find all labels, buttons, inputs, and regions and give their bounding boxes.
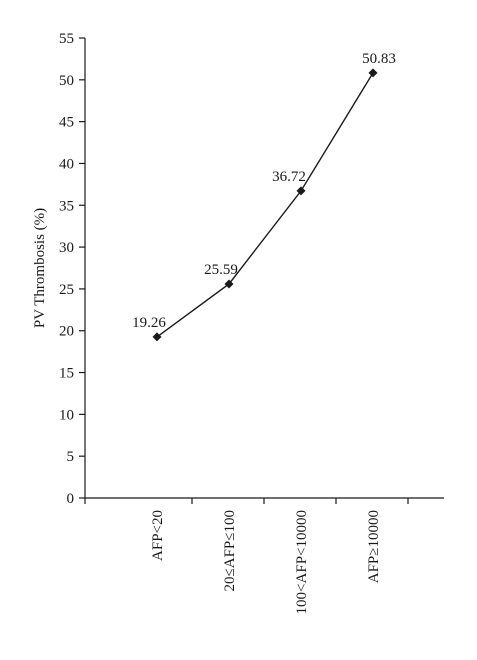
y-tick-label: 20 [59, 324, 74, 340]
y-tick-label: 10 [59, 407, 74, 423]
data-markers [152, 68, 378, 342]
y-tick-label: 45 [59, 115, 74, 131]
y-axis-ticks: 0 5 10 15 20 25 30 35 40 45 50 55 [59, 31, 85, 507]
y-tick-label: 40 [59, 156, 74, 172]
x-category-label: 100<AFP<10000 [294, 510, 310, 614]
y-tick-label: 25 [59, 282, 74, 298]
y-tick-label: 50 [59, 73, 74, 89]
x-category-label: AFP≥10000 [366, 510, 382, 583]
data-point-marker [296, 186, 306, 196]
series-line [156, 72, 374, 338]
data-label: 25.59 [204, 262, 238, 278]
y-axis-title: PV Thrombosis (%) [32, 208, 48, 328]
y-tick-label: 30 [59, 240, 74, 256]
y-tick-label: 35 [59, 198, 74, 214]
data-labels: 19.26 25.59 36.72 50.83 [132, 51, 396, 331]
x-axis-category-labels: AFP<20 20≤AFP≤100 100<AFP<10000 AFP≥10000 [150, 510, 382, 614]
y-tick-label: 0 [67, 491, 75, 507]
x-category-label: AFP<20 [150, 510, 166, 561]
y-tick-label: 55 [59, 31, 74, 47]
y-tick-label: 5 [67, 449, 75, 465]
data-label: 50.83 [362, 51, 396, 67]
data-label: 36.72 [272, 169, 306, 185]
x-category-label: 20≤AFP≤100 [222, 510, 238, 591]
y-tick-label: 15 [59, 366, 74, 382]
data-point-marker [152, 332, 162, 342]
x-axis-ticks [84, 498, 409, 504]
data-point-marker [368, 68, 378, 78]
data-point-marker [224, 279, 234, 289]
data-label: 19.26 [132, 315, 166, 331]
